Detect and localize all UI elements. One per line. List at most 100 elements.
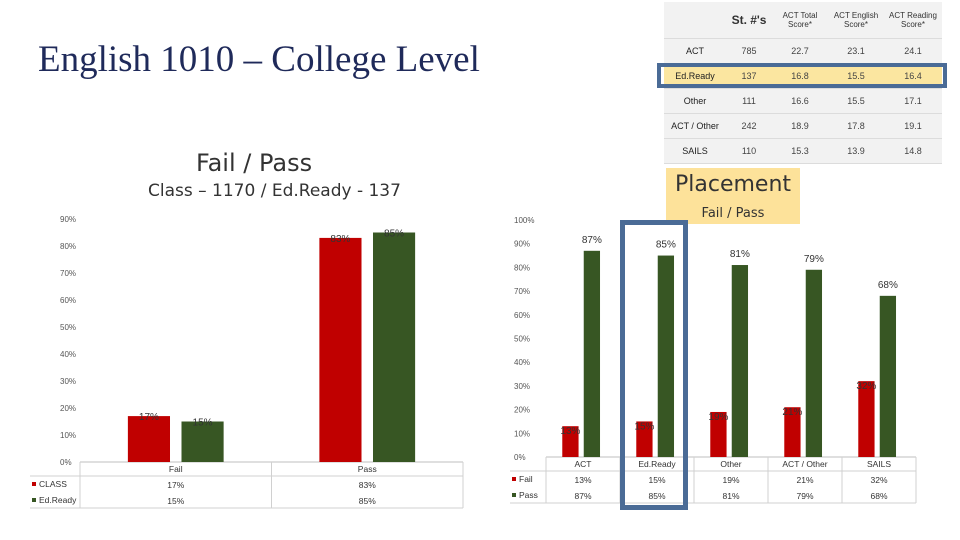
table-cell: 81% <box>722 491 739 501</box>
table-cell: 15% <box>167 496 184 506</box>
category-label: Fail <box>169 464 183 474</box>
table-cell: 15.5 <box>828 88 884 114</box>
y-tick-label: 0% <box>60 458 72 467</box>
table-cell: 14.8 <box>884 138 942 164</box>
table-cell: 68% <box>870 491 887 501</box>
category-label: Other <box>720 459 741 469</box>
stats-table: St. #'s ACT Total Score* ACT English Sco… <box>664 2 942 164</box>
data-label: 85% <box>656 240 676 251</box>
bar-fail <box>562 426 579 457</box>
data-label: 13% <box>560 426 580 437</box>
table-cell: 24.1 <box>884 38 942 64</box>
data-label: 21% <box>782 407 802 418</box>
table-cell: 83% <box>359 480 376 490</box>
table-cell: 18.9 <box>772 113 828 139</box>
table-cell: 17% <box>167 480 184 490</box>
legend-swatch <box>512 477 516 481</box>
data-label: 15% <box>634 421 654 432</box>
data-label: 87% <box>582 235 602 246</box>
table-cell: 13.9 <box>828 138 884 164</box>
edready-highlight-frame <box>620 220 688 510</box>
table-header-cell: St. #'s <box>726 2 772 39</box>
y-tick-label: 10% <box>60 431 76 440</box>
table-cell: 17.1 <box>884 88 942 114</box>
table-header-cell: ACT Total Score* <box>772 2 828 39</box>
bar-fail <box>636 421 653 457</box>
bar-pass <box>731 265 749 457</box>
category-label: Pass <box>358 464 377 474</box>
bar-class <box>127 416 171 462</box>
table-cell: 85% <box>359 496 376 506</box>
legend-label: Ed.Ready <box>39 495 77 505</box>
y-tick-label: 100% <box>514 216 534 225</box>
page-title: English 1010 – College Level <box>38 39 480 80</box>
table-row-label: Other <box>664 88 726 114</box>
data-label: 79% <box>804 254 824 265</box>
chart1-subtitle: Class – 1170 / Ed.Ready - 137 <box>148 181 401 201</box>
table-cell: 87% <box>574 491 591 501</box>
data-label: 68% <box>878 280 898 291</box>
data-label: 15% <box>193 418 213 429</box>
data-label: 19% <box>708 412 728 423</box>
bar-ed-ready <box>181 421 224 462</box>
y-tick-label: 80% <box>514 263 530 272</box>
data-label: 81% <box>730 249 750 260</box>
table-header-row: St. #'s ACT Total Score* ACT English Sco… <box>664 2 942 39</box>
y-tick-label: 40% <box>514 358 530 367</box>
legend-label: Fail <box>519 474 533 484</box>
table-header-cell: ACT English Score* <box>828 2 884 39</box>
data-label: 85% <box>384 229 404 240</box>
table-cell: 17.8 <box>828 113 884 139</box>
y-tick-label: 40% <box>60 350 76 359</box>
table-cell: 19.1 <box>884 113 942 139</box>
bar-pass <box>879 295 897 457</box>
legend-swatch <box>32 498 36 502</box>
table-row: Other 111 16.6 15.5 17.1 <box>664 88 942 114</box>
y-tick-label: 70% <box>60 269 76 278</box>
bar-ed-ready <box>372 232 416 462</box>
table-cell: 19% <box>722 475 739 485</box>
table-cell: 13% <box>574 475 591 485</box>
placement-subtitle: Fail / Pass <box>701 206 765 221</box>
y-tick-label: 60% <box>514 311 530 320</box>
category-label: ACT / Other <box>782 459 827 469</box>
bar-fail <box>858 381 875 457</box>
highlight-frame <box>657 63 947 88</box>
placement-title: Placement <box>674 172 792 197</box>
chart1-title: Fail / Pass <box>196 149 313 177</box>
category-label: Ed.Ready <box>638 459 676 469</box>
bar-fail <box>710 411 727 457</box>
table-row: ACT / Other 242 18.9 17.8 19.1 <box>664 113 942 139</box>
table-header-cell <box>664 2 726 39</box>
placement-header: Placement Fail / Pass <box>666 168 800 224</box>
y-tick-label: 80% <box>60 242 76 251</box>
y-tick-label: 60% <box>60 296 76 305</box>
y-tick-label: 0% <box>514 453 526 462</box>
table-row-label: SAILS <box>664 138 726 164</box>
table-cell: 110 <box>726 138 772 164</box>
y-tick-label: 10% <box>514 429 530 438</box>
bar-fail <box>784 407 801 457</box>
data-label: 83% <box>330 234 350 245</box>
y-tick-label: 90% <box>60 215 76 224</box>
bar-pass <box>583 250 601 457</box>
table-cell: 15% <box>648 475 665 485</box>
category-label: ACT <box>575 459 592 469</box>
table-cell: 32% <box>870 475 887 485</box>
table-header-cell: ACT Reading Score* <box>884 2 942 39</box>
table-row: SAILS 110 15.3 13.9 14.8 <box>664 138 942 164</box>
table-cell: 21% <box>796 475 813 485</box>
table-cell: 79% <box>796 491 813 501</box>
table-cell: 111 <box>726 88 772 114</box>
table-row-label: ACT / Other <box>664 113 726 139</box>
table-cell: 16.6 <box>772 88 828 114</box>
table-cell: 22.7 <box>772 38 828 64</box>
y-tick-label: 90% <box>514 240 530 249</box>
y-tick-label: 30% <box>60 377 76 386</box>
table-cell: 85% <box>648 491 665 501</box>
y-tick-label: 70% <box>514 287 530 296</box>
legend-label: Pass <box>519 490 538 500</box>
y-tick-label: 20% <box>60 404 76 413</box>
category-label: SAILS <box>867 459 891 469</box>
